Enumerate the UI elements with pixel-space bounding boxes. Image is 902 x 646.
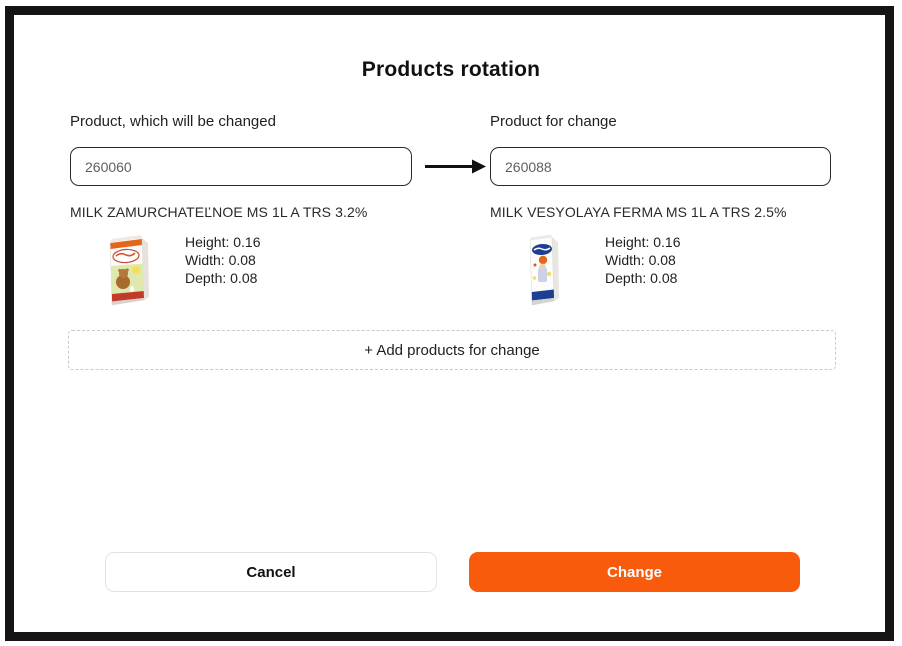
window-frame: [5, 6, 894, 641]
target-product-name: MILK VESYOLAYA FERMA MS 1L A TRS 2.5%: [490, 204, 787, 220]
source-product-label: Product, which will be changed: [70, 113, 276, 130]
dimension-line: Depth: 0.08: [605, 270, 678, 286]
dimension-line: Height: 0.16: [185, 234, 261, 250]
source-product-name: MILK ZAMURCHATEĽNOE MS 1L A TRS 3.2%: [70, 204, 368, 220]
dimension-line: Height: 0.16: [605, 234, 681, 250]
source-product-image milk-carton-image: [103, 234, 153, 308]
target-product-input[interactable]: [490, 147, 831, 186]
target-product-image milk-carton-image: [518, 234, 568, 308]
dimension-line: Width: 0.08: [605, 252, 676, 268]
dimension-line: Depth: 0.08: [185, 270, 258, 286]
source-product-input[interactable]: [70, 147, 412, 186]
change-button[interactable]: Change: [469, 552, 800, 592]
add-products-button[interactable]: + Add products for change: [68, 330, 836, 370]
target-product-dimensions: Height: 0.16 Width: 0.08 Depth: 0.08: [605, 233, 681, 287]
target-product-label: Product for change: [490, 113, 617, 130]
dimension-line: Width: 0.08: [185, 252, 256, 268]
arrow-right-icon: [424, 158, 486, 175]
cancel-button[interactable]: Cancel: [105, 552, 437, 592]
page-title: Products rotation: [361, 58, 541, 81]
source-product-dimensions: Height: 0.16 Width: 0.08 Depth: 0.08: [185, 233, 261, 287]
